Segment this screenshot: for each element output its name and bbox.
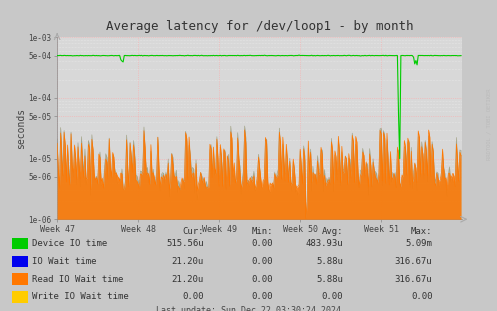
Text: 0.00: 0.00 bbox=[411, 292, 432, 301]
Bar bbox=[12, 291, 28, 303]
Text: 5.88u: 5.88u bbox=[316, 257, 343, 266]
Y-axis label: seconds: seconds bbox=[16, 108, 26, 149]
Text: 0.00: 0.00 bbox=[252, 275, 273, 284]
Text: 0.00: 0.00 bbox=[182, 292, 204, 301]
Text: Min:: Min: bbox=[252, 227, 273, 236]
Text: 21.20u: 21.20u bbox=[171, 275, 204, 284]
Text: IO Wait time: IO Wait time bbox=[32, 257, 97, 266]
Text: 483.93u: 483.93u bbox=[305, 239, 343, 248]
Text: Avg:: Avg: bbox=[322, 227, 343, 236]
Text: Device IO time: Device IO time bbox=[32, 239, 107, 248]
Text: Cur:: Cur: bbox=[182, 227, 204, 236]
Bar bbox=[12, 238, 28, 249]
Text: RRDTOOL / TOBI OETIKER: RRDTOOL / TOBI OETIKER bbox=[486, 89, 491, 160]
Text: 5.09m: 5.09m bbox=[406, 239, 432, 248]
Bar bbox=[12, 273, 28, 285]
Text: 0.00: 0.00 bbox=[252, 292, 273, 301]
Text: Read IO Wait time: Read IO Wait time bbox=[32, 275, 124, 284]
Text: 515.56u: 515.56u bbox=[166, 239, 204, 248]
Text: Write IO Wait time: Write IO Wait time bbox=[32, 292, 129, 301]
Text: Last update: Sun Dec 22 03:30:24 2024: Last update: Sun Dec 22 03:30:24 2024 bbox=[156, 305, 341, 311]
Text: 316.67u: 316.67u bbox=[395, 275, 432, 284]
Text: 5.88u: 5.88u bbox=[316, 275, 343, 284]
Text: 21.20u: 21.20u bbox=[171, 257, 204, 266]
Text: 0.00: 0.00 bbox=[322, 292, 343, 301]
Title: Average latency for /dev/loop1 - by month: Average latency for /dev/loop1 - by mont… bbox=[106, 21, 414, 33]
Bar bbox=[12, 256, 28, 267]
Text: Max:: Max: bbox=[411, 227, 432, 236]
Text: 0.00: 0.00 bbox=[252, 239, 273, 248]
Text: 316.67u: 316.67u bbox=[395, 257, 432, 266]
Text: 0.00: 0.00 bbox=[252, 257, 273, 266]
